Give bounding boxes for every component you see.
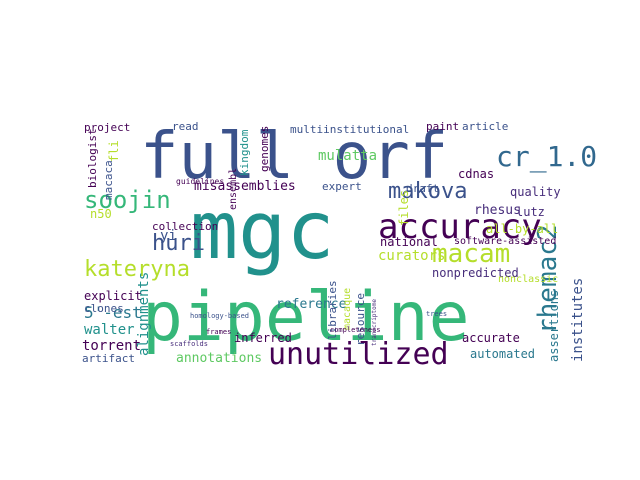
cloud-word: fli: [107, 140, 121, 162]
cloud-word: draft: [406, 182, 439, 195]
cloud-word: annotations: [176, 351, 262, 366]
cloud-word: institutes: [570, 278, 586, 362]
cloud-word: files: [397, 190, 411, 226]
cloud-word: paint: [426, 120, 459, 133]
cloud-word: accurate: [462, 331, 520, 345]
cloud-word: mulatta: [318, 148, 377, 164]
cloud-word: artifact: [82, 352, 135, 365]
cloud-word: 5'-est: [84, 303, 142, 322]
cloud-word: nonpredicted: [432, 266, 519, 280]
cloud-word: ensembl: [228, 168, 239, 210]
cloud-word: lutz: [516, 205, 545, 219]
cloud-word: clones: [84, 302, 124, 315]
cloud-word: guidelines: [176, 177, 224, 186]
cloud-word: huri: [152, 231, 205, 256]
cloud-word: homology-based: [190, 312, 249, 320]
cloud-word: read: [172, 120, 199, 133]
cloud-word: unutilized: [268, 337, 449, 372]
cloud-word: accuracy: [378, 207, 542, 247]
cloud-word: soojin: [84, 186, 171, 214]
cloud-word: torrent: [82, 338, 141, 354]
cloud-word: cr_1.0: [496, 140, 597, 174]
cloud-word: software-assisted: [454, 236, 556, 247]
cloud-word: collection: [152, 220, 218, 233]
cloud-word: mgc: [190, 184, 335, 277]
cloud-word: n50: [90, 207, 112, 221]
cloud-word: expert: [322, 180, 362, 193]
cloud-word: project: [84, 121, 130, 134]
cloud-word: makova: [388, 179, 467, 204]
cloud-word: kateryna: [84, 257, 190, 282]
cloud-word: assertions: [547, 290, 561, 362]
cloud-word: scaffolds: [170, 340, 208, 348]
cloud-word: nonclassic: [498, 274, 558, 285]
cloud-word: inferred: [234, 331, 292, 345]
cloud-word: kingdom: [238, 129, 251, 176]
cloud-word: libraries: [326, 280, 339, 340]
cloud-word: alignments: [136, 272, 152, 356]
cloud-word: rhemac2: [533, 224, 563, 334]
cloud-word: rhesus: [474, 203, 521, 218]
cloud-word: completeness: [330, 326, 381, 334]
cloud-word: biologist: [86, 128, 99, 188]
cloud-word: resource: [354, 293, 367, 346]
cloud-word: genomes: [258, 126, 271, 172]
cloud-word: explicit: [84, 289, 142, 303]
cloud-word: cdnas: [458, 167, 494, 181]
cloud-word: full orf: [140, 120, 448, 194]
cloud-word: walter: [84, 322, 135, 338]
cloud-word: macaque: [342, 288, 353, 330]
cloud-word: trees: [426, 310, 447, 318]
cloud-word: all-by-all: [486, 222, 558, 236]
cloud-word: national: [380, 235, 438, 249]
cloud-word: pipeline: [142, 278, 470, 357]
cloud-word: macaca: [102, 160, 115, 200]
cloud-word: transcriptome: [371, 299, 378, 346]
cloud-word: frames: [206, 328, 231, 336]
cloud-word: quality: [510, 185, 561, 199]
cloud-word: reference: [276, 297, 347, 312]
cloud-word: yi: [160, 228, 177, 244]
cloud-word: misassemblies: [194, 179, 296, 194]
cloud-word: article: [462, 120, 508, 133]
cloud-word: multiinstitutional: [290, 123, 409, 136]
cloud-word: automated: [470, 347, 535, 361]
cloud-word: curators: [378, 248, 445, 264]
cloud-word: macam: [432, 239, 510, 269]
